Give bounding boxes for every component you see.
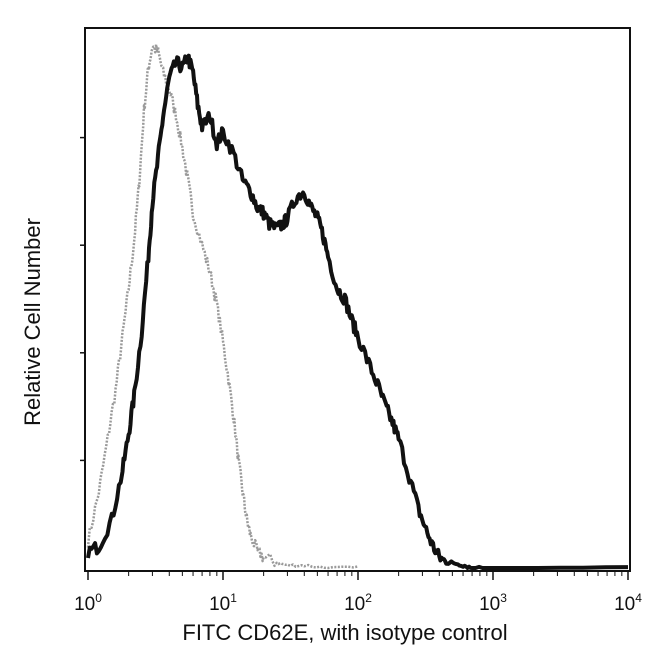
x-ticks: 100 101 102 103 104 (74, 571, 642, 615)
x-tick-label: 104 (614, 591, 642, 615)
x-tick-label: 102 (344, 591, 372, 615)
plot-frame (84, 27, 631, 572)
x-tick-label: 100 (74, 591, 102, 615)
isotype-control-series (86, 43, 359, 570)
y-ticks (80, 136, 85, 462)
series-layer (86, 43, 629, 570)
x-axis-title: FITC CD62E, with isotype control (182, 620, 507, 645)
y-axis-title: Relative Cell Number (20, 218, 45, 426)
x-tick-label: 101 (209, 591, 237, 615)
x-tick-label: 103 (479, 591, 507, 615)
cd62e-series (86, 53, 629, 570)
